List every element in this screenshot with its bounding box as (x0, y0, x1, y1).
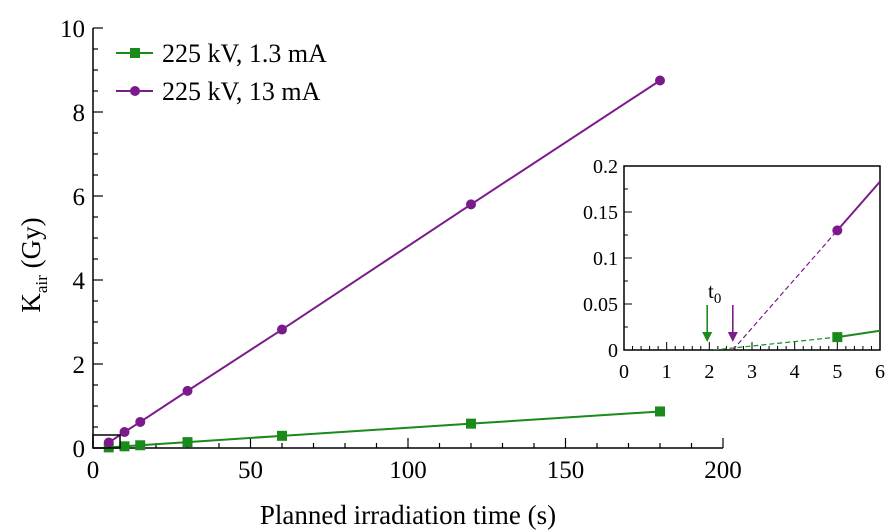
data-point-series-1 (277, 324, 287, 335)
t0-arrow-head-1 (727, 332, 738, 342)
main-plot-area (103, 75, 665, 453)
inset-background (590, 166, 880, 350)
data-point-series-1 (655, 75, 665, 86)
inset-series-line-1 (836, 180, 880, 232)
data-point-series-1 (103, 437, 114, 448)
inset-y-tick-label: 0.2 (593, 156, 618, 178)
data-point-series-0 (466, 418, 476, 429)
legend: 225 kV, 1.3 mA 225 kV, 13 mA (116, 39, 327, 106)
data-point-series-0 (277, 430, 287, 441)
inset-x-tick-label: 5 (832, 361, 842, 383)
y-axis-title-unit: (Gy) (16, 217, 46, 275)
inset-x-tick-label: 6 (875, 361, 885, 383)
data-point-series-1 (135, 416, 146, 427)
inset-y-tick-label: 0 (608, 340, 618, 362)
inset-x-tick-label: 0 (619, 361, 629, 383)
inset-y-tick-label: 0.05 (583, 294, 618, 316)
legend-label-series-1: 225 kV, 13 mA (162, 77, 321, 106)
inset-x-tick-label: 3 (747, 361, 757, 383)
inset-x-tick-label: 1 (662, 361, 672, 383)
inset-data-point-series-0 (832, 332, 843, 343)
inset-zoom-box (92, 434, 121, 449)
inset-x-tick-label: 2 (704, 361, 714, 383)
x-tick-label: 50 (238, 457, 263, 484)
inset-series-line-0 (837, 329, 880, 339)
inset-data-point-series-1 (832, 225, 843, 236)
data-point-series-0 (135, 440, 146, 451)
y-tick-label: 2 (73, 352, 86, 379)
x-tick-label: 100 (389, 457, 427, 484)
legend-marker-series-0 (130, 48, 140, 58)
legend-label-series-0: 225 kV, 1.3 mA (162, 39, 327, 68)
x-tick-label: 200 (704, 457, 742, 484)
legend-marker-series-1 (130, 86, 140, 96)
y-tick-label: 10 (60, 16, 85, 43)
t0-arrow-head-0 (702, 332, 713, 342)
data-point-series-0 (182, 437, 193, 448)
x-axis-title: Planned irradiation time (s) (260, 500, 556, 530)
x-tick-label: 150 (547, 457, 585, 484)
inset-y-tick-label: 0.15 (583, 202, 618, 224)
y-axis-title: Kair (Gy) (16, 217, 51, 312)
inset-extrapolation-series-1 (732, 230, 838, 350)
y-axis-title-main: K (16, 293, 46, 313)
y-axis-title-sub: air (32, 275, 51, 293)
x-tick-label: 0 (87, 457, 100, 484)
y-tick-label: 6 (73, 184, 86, 211)
y-tick-label: 8 (73, 100, 86, 127)
data-point-series-1 (119, 427, 130, 438)
inset-y-tick-label: 0.1 (593, 248, 618, 270)
data-point-series-0 (119, 441, 130, 452)
t0-label: t0 (708, 279, 721, 307)
inset-chart: 0 1 2 3 4 5 6 0 0.05 0.1 0.15 0.2 (583, 156, 885, 383)
data-point-series-0 (655, 406, 665, 417)
inset-plot-area (713, 180, 880, 350)
y-tick-label: 0 (73, 436, 86, 463)
data-point-series-1 (182, 385, 193, 396)
y-tick-label: 4 (73, 268, 86, 295)
inset-x-tick-label: 4 (790, 361, 800, 383)
data-point-series-1 (466, 199, 476, 210)
